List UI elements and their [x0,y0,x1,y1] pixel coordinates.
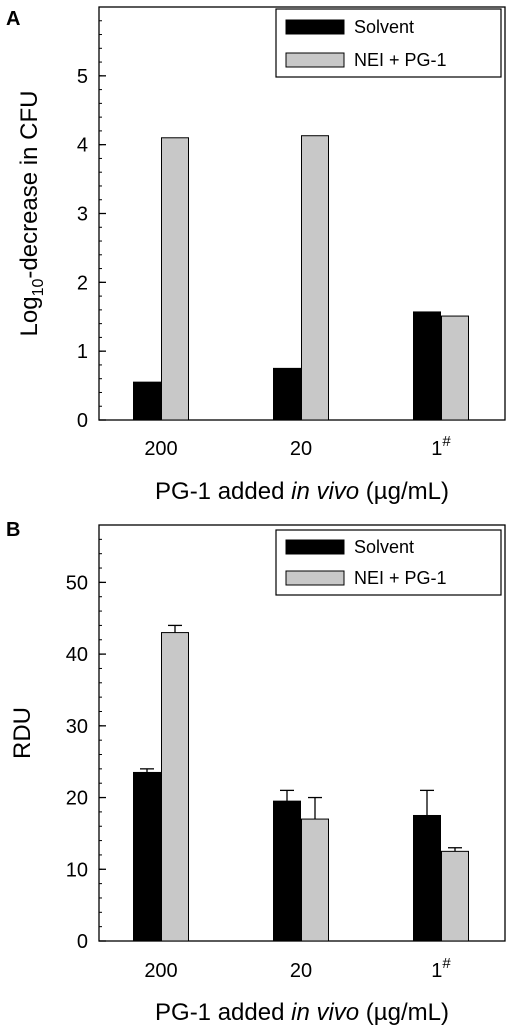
y-tick-label: 4 [77,135,88,157]
y-axis-title-main: RDU [9,707,36,759]
x-tick-label: 1# [431,433,451,460]
x-tick-label: 20 [290,438,312,460]
bar-nei-pg-1-20 [301,135,329,421]
y-tick-label: 0 [77,410,88,432]
x-tick-label-text: 20 [290,960,312,982]
x-axis-title-italic: in vivo [291,478,359,505]
legend-swatch-1 [285,52,345,68]
legend: Solvent NEI + PG-1 [275,8,502,78]
y-tick-label: 30 [66,716,88,738]
x-tick-label-text: 200 [144,438,177,460]
bar-solvent-20 [273,367,301,421]
y-axis-title-subscript: 10 [30,279,47,297]
x-axis-title-post: (µg/mL) [359,999,449,1026]
chart-panel-b: B 0 10 20 30 40 50 RDU 200 20 1# PG-1 added in vivo… [6,519,506,1026]
y-tick-label: 1 [77,341,88,363]
y-tick-label: 50 [66,572,88,594]
x-tick-label-text: 20 [290,438,312,460]
legend-label-1: NEI + PG-1 [354,50,447,70]
y-tick-label: 5 [77,66,88,88]
y-tick-label: 0 [77,931,88,953]
x-tick-label-superscript: # [442,955,451,972]
y-tick-label: 3 [77,204,88,226]
x-tick-label-superscript: # [442,433,451,450]
x-axis-title-post: (µg/mL) [359,478,449,505]
x-tick-label-text: 200 [144,960,177,982]
y-axis-title: Log10-decrease in CFU [16,91,47,337]
y-tick-label: 20 [66,788,88,810]
y-tick-label: 10 [66,859,88,881]
y-axis-title-main: Log [16,296,43,336]
legend-label-1: NEI + PG-1 [354,568,447,588]
legend-swatch-1 [285,570,345,586]
x-tick-label-text: 1 [431,438,442,460]
y-axis-title: RDU [9,707,36,759]
legend-swatch-0 [285,19,345,35]
bar-solvent-200 [133,381,161,421]
x-tick-label: 200 [144,960,177,982]
bar-solvent-1 [413,814,441,942]
bar-solvent-200 [133,771,161,942]
x-axis-title: PG-1 added in vivo (µg/mL) [155,478,449,505]
bar-solvent-1 [413,311,441,421]
bar-nei-pg-1-20 [301,818,329,942]
y-tick-label: 40 [66,644,88,666]
x-tick-label-text: 1 [431,960,442,982]
bar-nei-pg-1-200 [161,632,189,942]
bar-nei-pg-1-1 [441,315,469,421]
bar-nei-pg-1-200 [161,137,189,421]
x-axis-title-pre: PG-1 added [155,478,291,505]
legend-label-0: Solvent [354,17,414,37]
panel-label: B [6,519,20,541]
x-axis-title: PG-1 added in vivo (µg/mL) [155,999,449,1026]
x-tick-label: 1# [431,955,451,982]
legend-swatch-0 [285,539,345,555]
x-tick-label: 20 [290,960,312,982]
x-tick-label: 200 [144,438,177,460]
legend: Solvent NEI + PG-1 [275,529,502,596]
x-axis-title-italic: in vivo [291,999,359,1026]
legend-label-0: Solvent [354,537,414,557]
bar-nei-pg-1-1 [441,850,469,942]
x-axis-title-pre: PG-1 added [155,999,291,1026]
y-tick-label: 2 [77,272,88,294]
panel-label: A [6,8,20,30]
y-axis-title-rest: -decrease in CFU [16,91,43,279]
bar-solvent-20 [273,800,301,942]
